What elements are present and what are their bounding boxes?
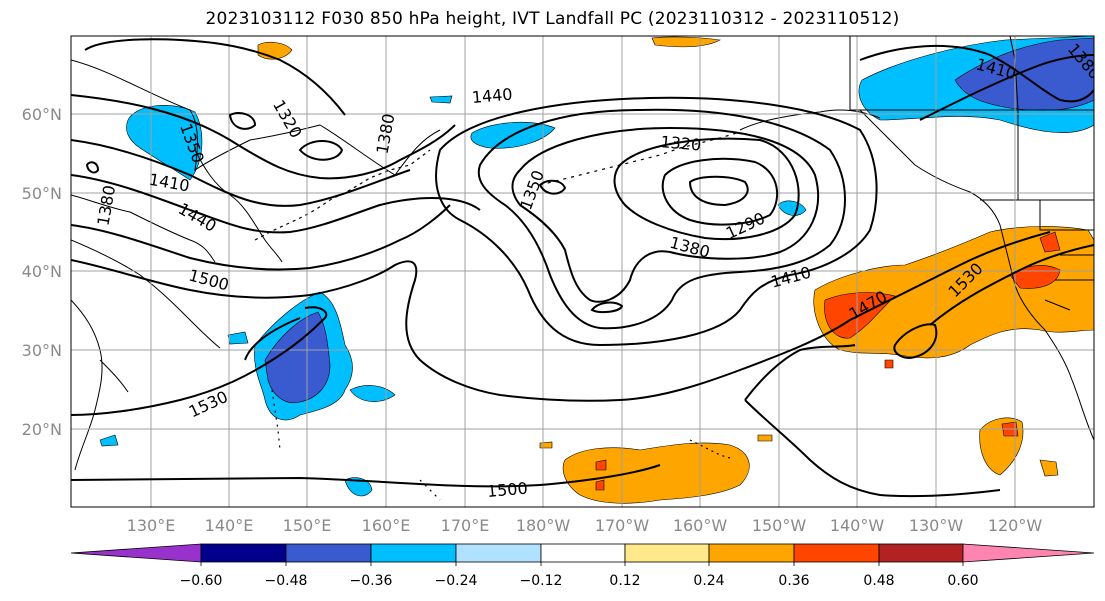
- islands: [254, 131, 741, 501]
- lon-label: 150°E: [283, 516, 332, 535]
- colorbar-segment: [200, 543, 287, 563]
- lat-label: 30°N: [22, 341, 62, 360]
- colorbar-segment: [878, 543, 964, 563]
- colorbar-extend-min: [70, 543, 202, 563]
- contour-label: 1500: [486, 478, 528, 500]
- colorbar-segment: [370, 543, 457, 563]
- coastlines: [71, 36, 1094, 471]
- colorbar-tick-label: 0.24: [693, 573, 724, 589]
- colorbar-labels: −0.60 −0.48 −0.36 −0.24 −0.12 0.12 0.24 …: [180, 573, 979, 589]
- lon-label: 120°W: [988, 516, 1043, 535]
- longitude-labels: 130°E 140°E 150°E 160°E 170°E 180°W 170°…: [127, 516, 1043, 535]
- lon-label: 140°E: [205, 516, 254, 535]
- colorbar-tick-label: −0.48: [265, 573, 308, 589]
- lon-label: 170°E: [441, 516, 490, 535]
- lat-label: 50°N: [22, 184, 62, 203]
- lon-label: 180°W: [516, 516, 571, 535]
- colorbar-tick-label: −0.24: [435, 573, 478, 589]
- colorbar-ticks: [200, 562, 964, 566]
- colorbar-tick-label: 0.60: [947, 573, 978, 589]
- lon-label: 130°W: [909, 516, 964, 535]
- map-title: 2023103112 F030 850 hPa height, IVT Land…: [205, 9, 900, 29]
- colorbar-tick-label: 0.48: [863, 573, 894, 589]
- map-frame: [70, 35, 1095, 508]
- colorbar-tick-label: 0.12: [609, 573, 640, 589]
- colorbar-tick-label: −0.12: [520, 573, 563, 589]
- ivt-negative-wpac-core: [264, 311, 331, 404]
- lon-label: 160°W: [673, 516, 728, 535]
- lat-label: 20°N: [22, 420, 62, 439]
- contour-label: 1440: [471, 85, 513, 107]
- lon-label: 160°E: [362, 516, 411, 535]
- lat-label: 40°N: [22, 262, 62, 281]
- lon-label: 170°W: [595, 516, 650, 535]
- colorbar-segment: [455, 543, 542, 563]
- colorbar-segment: [540, 543, 626, 563]
- latitude-labels: 60°N 50°N 40°N 30°N 20°N: [22, 105, 62, 439]
- ivt-negative-alaska-core: [954, 37, 1094, 111]
- colorbar-extend-max: [962, 543, 1095, 563]
- ivt-positive-nepac: [813, 226, 1094, 359]
- colorbar-tick-label: 0.36: [778, 573, 809, 589]
- lon-label: 150°W: [752, 516, 807, 535]
- colorbar-tick-label: −0.60: [180, 573, 223, 589]
- lon-label: 130°E: [127, 516, 176, 535]
- height-contours: [71, 38, 1094, 498]
- colorbar-segment: [624, 543, 710, 563]
- colorbar: [70, 543, 1095, 563]
- map-plot-area: 1320 1350 1380 1410 1440 1500 1530 1290 …: [71, 36, 1094, 507]
- colorbar-segment: [793, 543, 880, 563]
- lon-label: 140°W: [830, 516, 885, 535]
- ivt-positive-central: [562, 442, 750, 504]
- colorbar-segment: [285, 543, 372, 563]
- colorbar-segment: [708, 543, 795, 563]
- contour-label: 1320: [660, 132, 702, 154]
- colorbar-tick-label: −0.36: [350, 573, 393, 589]
- lat-label: 60°N: [22, 105, 62, 124]
- ivt-negative-okhotsk: [126, 105, 203, 181]
